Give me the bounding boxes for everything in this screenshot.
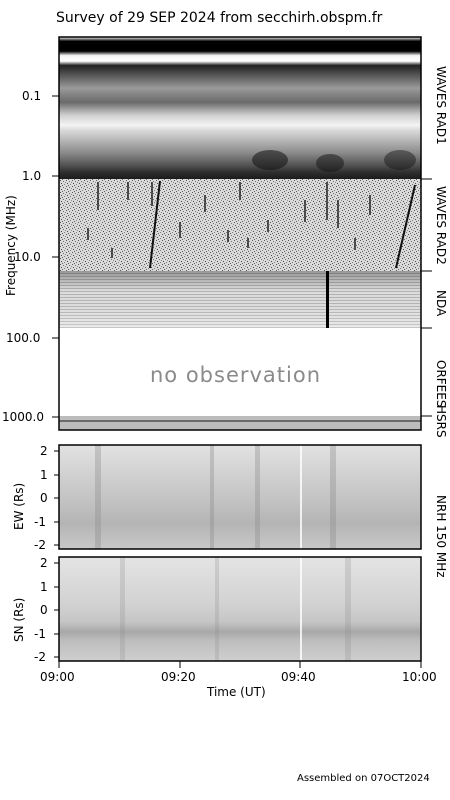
sn-tick-label: -2 (34, 650, 46, 664)
label-waves-rad2: WAVES RAD2 (434, 186, 448, 265)
ew-axis-label: EW (Rs) (12, 482, 26, 530)
nrh-sn-streaks (120, 557, 351, 661)
freq-axis-label: Frequency (MHz) (4, 195, 18, 296)
rad1-burst (316, 154, 344, 172)
rad2-interference-lines (87, 182, 371, 258)
time-tick-label: 09:00 (40, 670, 75, 684)
no-observation-text: no observation (150, 363, 322, 387)
sn-tick-label: 2 (40, 556, 48, 570)
rad1-burst (252, 150, 288, 170)
freq-tick-label: 100.0 (6, 331, 41, 345)
freq-tick-label: 1000.0 (2, 410, 44, 424)
nrh-axis-ticks (54, 450, 59, 658)
assembled-date: Assembled on 07OCT2024 (297, 773, 430, 784)
time-tick-label: 09:40 (281, 670, 316, 684)
time-tick-label: 09:20 (161, 670, 196, 684)
nrh-ew-streaks (95, 445, 336, 549)
nda-burst (326, 271, 329, 328)
page-title: Survey of 29 SEP 2024 from secchirh.obsp… (56, 10, 383, 26)
freq-axis-ticks (52, 95, 59, 418)
freq-tick-label: 10.0 (14, 250, 41, 264)
label-nda: NDA (434, 290, 448, 317)
rad2-type3-bursts (149, 180, 416, 269)
nrh-ew-frame (58, 444, 422, 550)
rad1-spectrum (59, 37, 421, 179)
spectrum-frame (58, 36, 422, 431)
label-hsrs: HSRS (434, 405, 448, 438)
sn-tick-label: 0 (40, 603, 48, 617)
sn-axis-label: SN (Rs) (12, 597, 26, 642)
nrh-sn-frame (58, 556, 422, 662)
hsrs-spectrum (59, 416, 421, 430)
nrh-ew-image (59, 445, 421, 549)
time-tick-label: 10:00 (402, 670, 437, 684)
time-axis-label: Time (UT) (207, 685, 266, 699)
time-axis-ticks (58, 661, 422, 668)
sn-tick-label: -1 (34, 627, 46, 641)
ew-tick-label: 1 (40, 468, 48, 482)
freq-tick-label: 1.0 (22, 169, 42, 183)
ew-tick-label: -2 (34, 538, 46, 552)
sn-tick-label: 1 (40, 580, 48, 594)
ew-tick-label: -1 (34, 515, 46, 529)
instrument-boundaries (421, 178, 432, 417)
label-waves-rad1: WAVES RAD1 (434, 66, 448, 145)
label-nrh: NRH 150 MHz (434, 495, 448, 578)
freq-tick-label: 0.1 (22, 89, 42, 103)
ew-tick-label: 2 (40, 444, 48, 458)
nrh-sn-image (59, 557, 421, 661)
orfees-empty (59, 328, 421, 416)
label-orfees: ORFEES (434, 360, 448, 408)
rad1-burst (384, 150, 416, 170)
ew-tick-label: 0 (40, 491, 48, 505)
